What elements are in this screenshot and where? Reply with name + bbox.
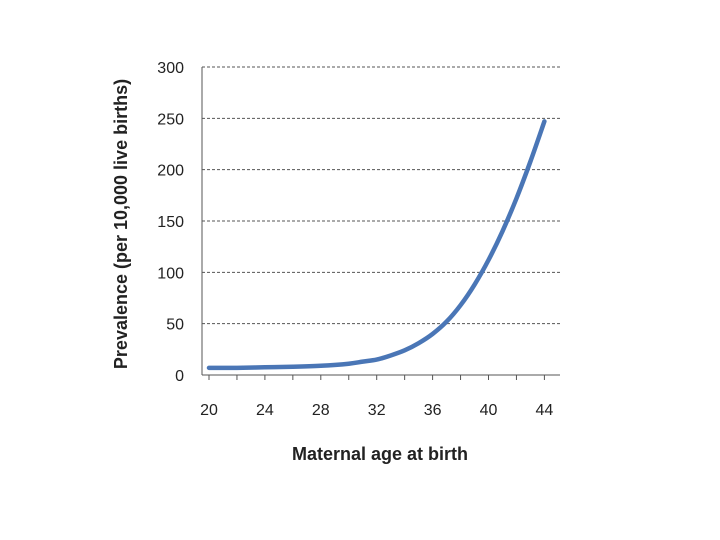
y-tick-label: 100 [157, 265, 184, 282]
y-tick-label: 150 [157, 214, 184, 231]
y-tick-label: 300 [157, 60, 184, 77]
y-tick-label: 50 [166, 317, 184, 334]
x-tick-label: 32 [368, 402, 386, 419]
axes [201, 67, 560, 380]
y-tick-label: 250 [157, 111, 184, 128]
x-axis-title: Maternal age at birth [292, 444, 468, 464]
series-line-0 [206, 119, 547, 371]
x-tick-label: 36 [424, 402, 442, 419]
x-tick-label: 44 [536, 402, 554, 419]
gridlines [202, 66, 560, 325]
y-tick-label: 0 [175, 368, 184, 385]
x-tick-label: 24 [256, 402, 274, 419]
y-tick-label: 200 [157, 163, 184, 180]
tick-labels: 0 50 100 150 200 250 300 20 24 28 32 36 40 44 [157, 60, 553, 419]
x-tick-label: 20 [200, 402, 218, 419]
x-tick-label: 28 [312, 402, 330, 419]
x-tick-label: 40 [480, 402, 498, 419]
y-axis-title: Prevalence (per 10,000 live births) [111, 79, 131, 369]
series-layer [206, 119, 547, 371]
